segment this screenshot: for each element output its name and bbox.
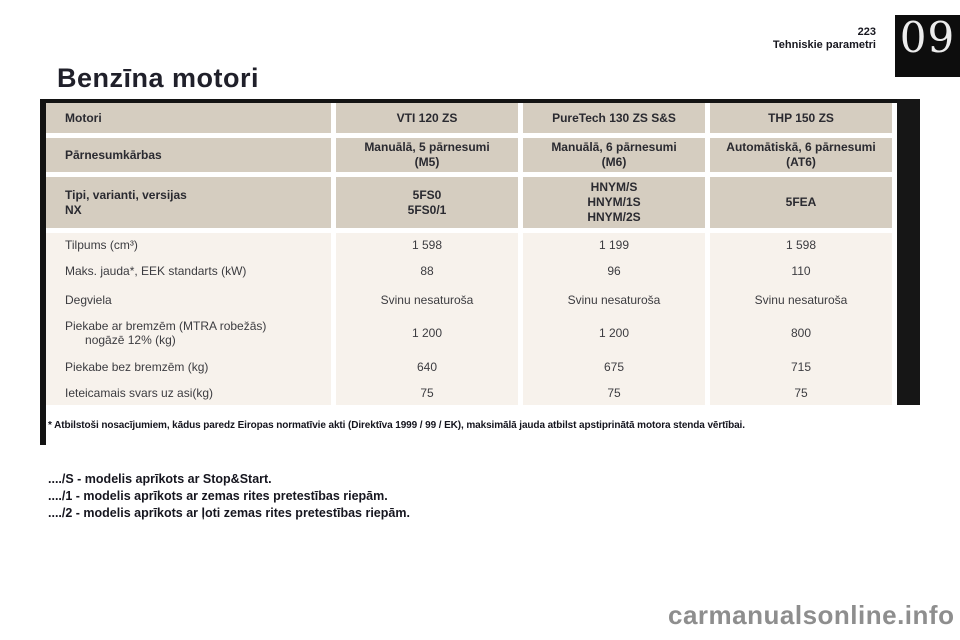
row-label: Piekabe ar bremzēm (MTRA robežās) nogāzē… — [65, 319, 267, 347]
right-edge-bar — [897, 99, 920, 405]
table-body: Tilpums (cm³) Maks. jauda*, EEK standart… — [46, 233, 892, 405]
table-cell: 75 — [607, 386, 621, 400]
chapter-tab: 09 — [895, 15, 960, 77]
body-column-puretech130: 1 199 96 Svinu nesaturoša 1 200 675 75 — [523, 233, 705, 405]
table-cell: 800 — [790, 326, 812, 340]
legend-line: ..../S - modelis aprīkots ar Stop&Start. — [48, 472, 272, 486]
table-cell: 110 — [791, 264, 811, 278]
table-cell: 75 — [420, 386, 434, 400]
table-cell: 5FS0 5FS0/1 — [336, 177, 518, 228]
table-row-types: Tipi, varianti, versijas NX 5FS0 5FS0/1 … — [46, 177, 892, 228]
table-cell: Manuālā, 6 pārnesumi (M6) — [523, 138, 705, 172]
table-cell: 1 200 — [598, 326, 630, 340]
page-number: 223 — [857, 26, 876, 38]
body-label-column: Tilpums (cm³) Maks. jauda*, EEK standart… — [46, 233, 331, 405]
body-column-vti120: 1 598 88 Svinu nesaturoša 1 200 640 75 — [336, 233, 518, 405]
table-cell: 1 199 — [598, 238, 630, 252]
table-cell: 88 — [420, 264, 434, 278]
table-cell: 1 598 — [785, 238, 817, 252]
table-cell: Svinu nesaturoša — [754, 292, 848, 307]
row-label: Degviela — [65, 292, 112, 307]
left-edge-bar — [40, 99, 46, 445]
chapter-number: 09 — [899, 13, 956, 62]
table-cell: 96 — [607, 264, 621, 278]
model-suffix-legend: ..../S - modelis aprīkots ar Stop&Start.… — [48, 471, 648, 522]
table-cell: Manuālā, 5 pārnesumi (M5) — [336, 138, 518, 172]
title-rule — [40, 99, 920, 103]
table-cell: VTI 120 ZS — [336, 103, 518, 133]
legend-line: ..../1 - modelis aprīkots ar zemas rites… — [48, 489, 388, 503]
engines-table: Motori VTI 120 ZS PureTech 130 ZS S&S TH… — [46, 103, 892, 410]
table-row-gearbox: Pārnesumkārbas Manuālā, 5 pārnesumi (M5)… — [46, 138, 892, 172]
row-label: Motori — [46, 103, 331, 133]
row-label: Maks. jauda*, EEK standarts (kW) — [65, 264, 247, 278]
table-cell: Automātiskā, 6 pārnesumi (AT6) — [710, 138, 892, 172]
table-cell: Svinu nesaturoša — [567, 292, 661, 307]
table-cell: 75 — [794, 386, 808, 400]
table-cell: 675 — [603, 359, 625, 374]
table-cell: 640 — [416, 359, 438, 374]
section-name: Tehniskie parametri — [772, 39, 876, 51]
table-cell: 1 200 — [411, 326, 443, 340]
row-label: Tipi, varianti, versijas NX — [46, 177, 331, 228]
table-cell: 715 — [790, 359, 812, 374]
table-cell: Svinu nesaturoša — [380, 292, 474, 307]
table-cell: HNYM/S HNYM/1S HNYM/2S — [523, 177, 705, 228]
row-label: Tilpums (cm³) — [65, 238, 138, 252]
page-title: Benzīna motori — [57, 63, 260, 93]
table-cell: 5FEA — [710, 177, 892, 228]
table-cell: PureTech 130 ZS S&S — [523, 103, 705, 133]
row-label: Ieteicamais svars uz asi(kg) — [65, 386, 214, 400]
table-cell: THP 150 ZS — [710, 103, 892, 133]
footnote: * Atbilstoši nosacījumiem, kādus paredz … — [48, 420, 745, 431]
watermark: carmanualsonline.info — [668, 600, 955, 630]
body-column-thp150: 1 598 110 Svinu nesaturoša 800 715 75 — [710, 233, 892, 405]
table-row-motori: Motori VTI 120 ZS PureTech 130 ZS S&S TH… — [46, 103, 892, 133]
row-label: Piekabe bez bremzēm (kg) — [65, 359, 209, 374]
row-label: Pārnesumkārbas — [46, 138, 331, 172]
table-cell: 1 598 — [411, 238, 443, 252]
legend-line: ..../2 - modelis aprīkots ar ļoti zemas … — [48, 506, 410, 520]
